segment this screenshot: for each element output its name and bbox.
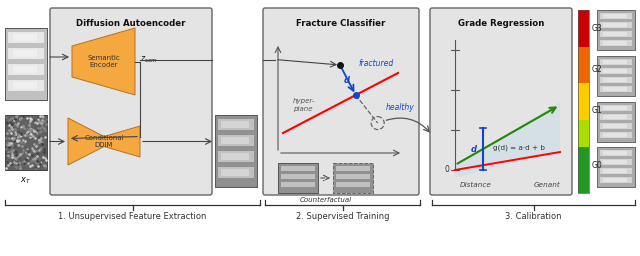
Text: d: d [344, 76, 350, 84]
Bar [603, 123, 627, 127]
Bar [600, 168, 632, 174]
Bar [13, 82, 37, 89]
Bar [336, 166, 370, 171]
Text: g(d) = a·d + b: g(d) = a·d + b [493, 145, 545, 151]
Bar [13, 66, 37, 73]
Bar [603, 169, 627, 173]
Bar [578, 147, 589, 193]
Bar [603, 69, 627, 73]
Text: healthy: healthy [386, 103, 415, 112]
Bar [603, 60, 627, 64]
Bar [603, 32, 627, 36]
Text: 2. Supervised Training: 2. Supervised Training [296, 212, 389, 221]
Text: 0: 0 [444, 165, 449, 175]
Bar [603, 133, 627, 136]
Text: Counterfactual: Counterfactual [300, 197, 351, 203]
Bar [13, 34, 37, 41]
Bar [8, 64, 44, 75]
Text: d: d [471, 144, 477, 154]
Text: Conditional
DDIM: Conditional DDIM [84, 135, 124, 148]
Bar [578, 83, 589, 120]
Text: G2: G2 [592, 65, 603, 74]
Bar [281, 182, 315, 187]
Bar [221, 121, 249, 128]
FancyBboxPatch shape [430, 8, 572, 195]
Bar [278, 163, 318, 193]
Bar [600, 177, 632, 183]
Bar [8, 32, 44, 43]
Bar [600, 123, 632, 129]
Bar [600, 150, 632, 156]
Text: 3. Calibration: 3. Calibration [505, 212, 562, 221]
Bar [218, 135, 254, 146]
Text: Genant: Genant [533, 182, 560, 188]
Bar [281, 166, 315, 171]
Bar [336, 174, 370, 179]
Bar [221, 153, 249, 160]
Text: $x_T$: $x_T$ [20, 175, 31, 186]
FancyBboxPatch shape [263, 8, 419, 195]
Text: Diffusion Autoencoder: Diffusion Autoencoder [76, 19, 186, 28]
Bar [8, 48, 44, 59]
Bar [281, 174, 315, 179]
Bar [603, 41, 627, 45]
Bar [578, 10, 589, 193]
Bar [603, 78, 627, 82]
Bar [600, 132, 632, 137]
Bar [221, 137, 249, 144]
Bar [603, 114, 627, 119]
Text: G0: G0 [592, 161, 603, 170]
Bar [597, 10, 635, 50]
Bar [333, 163, 373, 193]
Bar [603, 178, 627, 182]
Text: fractured: fractured [358, 59, 393, 68]
Bar [600, 77, 632, 83]
Polygon shape [455, 102, 560, 178]
Text: Grade Regression: Grade Regression [458, 19, 544, 28]
FancyBboxPatch shape [50, 8, 212, 195]
Bar [603, 160, 627, 164]
Text: $z_{sem}$: $z_{sem}$ [140, 54, 157, 65]
Bar [603, 105, 627, 110]
Bar [597, 147, 635, 187]
Bar [600, 13, 632, 19]
Bar [600, 31, 632, 37]
Bar [336, 182, 370, 187]
Text: G1: G1 [592, 106, 603, 115]
Text: G3: G3 [592, 24, 603, 33]
Text: Distance: Distance [460, 182, 492, 188]
Polygon shape [72, 28, 135, 95]
Bar [221, 169, 249, 176]
Bar [600, 104, 632, 111]
Bar [600, 68, 632, 74]
Bar [600, 159, 632, 165]
Bar [600, 86, 632, 92]
Bar [603, 23, 627, 27]
Bar [600, 22, 632, 28]
Bar [600, 40, 632, 46]
Bar [603, 87, 627, 91]
Bar [578, 47, 589, 83]
Text: 1. Unsupervised Feature Extraction: 1. Unsupervised Feature Extraction [58, 212, 207, 221]
Bar [600, 59, 632, 65]
Bar [5, 115, 47, 170]
Bar [218, 119, 254, 130]
Text: hyper-
plane: hyper- plane [293, 99, 316, 112]
Bar [597, 101, 635, 142]
Bar [578, 10, 589, 47]
Bar [218, 167, 254, 178]
Bar [13, 50, 37, 57]
Bar [578, 120, 589, 147]
Bar [603, 14, 627, 18]
Text: Fracture Classifier: Fracture Classifier [296, 19, 386, 28]
Bar [597, 56, 635, 96]
Bar [8, 80, 44, 91]
Text: Semantic
Encoder: Semantic Encoder [87, 55, 120, 68]
Bar [218, 151, 254, 162]
Bar [603, 151, 627, 155]
Bar [600, 113, 632, 120]
Bar [5, 28, 47, 100]
Polygon shape [68, 118, 140, 165]
Bar [215, 115, 257, 187]
